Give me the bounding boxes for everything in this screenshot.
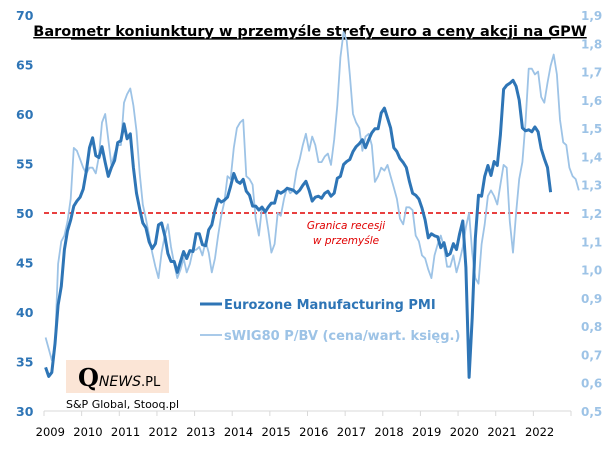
legend-label-pmi: Eurozone Manufacturing PMI xyxy=(224,298,436,313)
y-right-tick-label: 1,8 xyxy=(581,37,602,51)
y-axis-right: 1,9 1,8 1,7 1,6 1,5 1,4 1,3 1,2 1,1 1,0 0,9 0,8 0,7 0… xyxy=(581,9,602,419)
y-right-tick-label: 1,3 xyxy=(581,179,602,193)
legend: Eurozone Manufacturing PMI sWIG80 P/BV (… xyxy=(200,298,460,344)
y-right-tick-label: 1,9 xyxy=(581,9,602,23)
legend-label-swig80: sWIG80 P/BV (cena/wart. księg.) xyxy=(224,329,460,344)
y-right-tick-label: 0,5 xyxy=(581,405,602,419)
y-right-tick-label: 1,1 xyxy=(581,235,602,249)
x-tick-label: 2012 xyxy=(149,425,178,439)
x-tick-label: 2009 xyxy=(36,425,65,439)
y-right-tick-label: 0,6 xyxy=(581,377,602,391)
x-tick-label: 2022 xyxy=(525,425,554,439)
y-left-tick-label: 50 xyxy=(16,206,34,221)
recession-label-line1: Granica recesji xyxy=(307,220,385,232)
y-right-tick-label: 1,6 xyxy=(581,94,602,108)
y-left-tick-label: 35 xyxy=(16,355,33,370)
logo-text: QNEWS.PL xyxy=(78,363,161,392)
x-tick-label: 2016 xyxy=(299,425,328,439)
x-tick-label: 2010 xyxy=(73,425,102,439)
y-axis-left: 70 65 60 55 50 45 40 35 30 xyxy=(16,8,34,419)
y-right-tick-label: 1,4 xyxy=(581,150,602,164)
qnews-logo: QNEWS.PL xyxy=(66,360,169,393)
y-left-tick-label: 55 xyxy=(16,157,33,172)
x-axis: 2009 2010 2011 2012 2013 2014 2015 2016 2017 2018… xyxy=(36,410,572,439)
x-tick-label: 2017 xyxy=(337,425,366,439)
logo-news: NEWS xyxy=(99,374,141,390)
series-swig80-pbv-line xyxy=(44,31,580,362)
y-left-tick-label: 40 xyxy=(16,305,34,320)
y-left-tick-label: 45 xyxy=(16,256,33,271)
recession-label-line2: w przemyśle xyxy=(313,235,379,247)
source-note: S&P Global, Stooq.pl xyxy=(66,398,179,411)
y-right-tick-label: 0,9 xyxy=(581,292,602,306)
y-left-tick-label: 30 xyxy=(16,404,34,419)
x-tick-label: 2020 xyxy=(450,425,479,439)
y-left-tick-label: 60 xyxy=(16,107,34,122)
y-right-tick-label: 1,5 xyxy=(581,122,602,136)
y-right-tick-label: 1,7 xyxy=(581,66,602,80)
x-tick-label: 2011 xyxy=(111,425,140,439)
x-tick-label: 2018 xyxy=(374,425,403,439)
chart-title: Barometr koniunktury w przemyśle strefy … xyxy=(33,24,586,40)
x-tick-label: 2021 xyxy=(487,425,516,439)
y-left-tick-label: 65 xyxy=(16,58,33,73)
y-left-tick-label: 70 xyxy=(16,8,34,23)
y-right-tick-label: 0,8 xyxy=(581,320,602,334)
x-tick-label: 2015 xyxy=(261,425,290,439)
x-tick-label: 2014 xyxy=(224,425,253,439)
logo-pl: .PL xyxy=(141,375,161,390)
y-right-tick-label: 0,7 xyxy=(581,348,602,362)
y-right-tick-label: 1,2 xyxy=(581,207,602,221)
series-eurozone-pmi-line xyxy=(44,78,553,379)
y-right-tick-label: 1,0 xyxy=(581,264,602,278)
logo-q: Q xyxy=(78,363,99,392)
logo-background xyxy=(66,360,169,393)
x-tick-label: 2019 xyxy=(412,425,441,439)
x-tick-label: 2013 xyxy=(186,425,215,439)
